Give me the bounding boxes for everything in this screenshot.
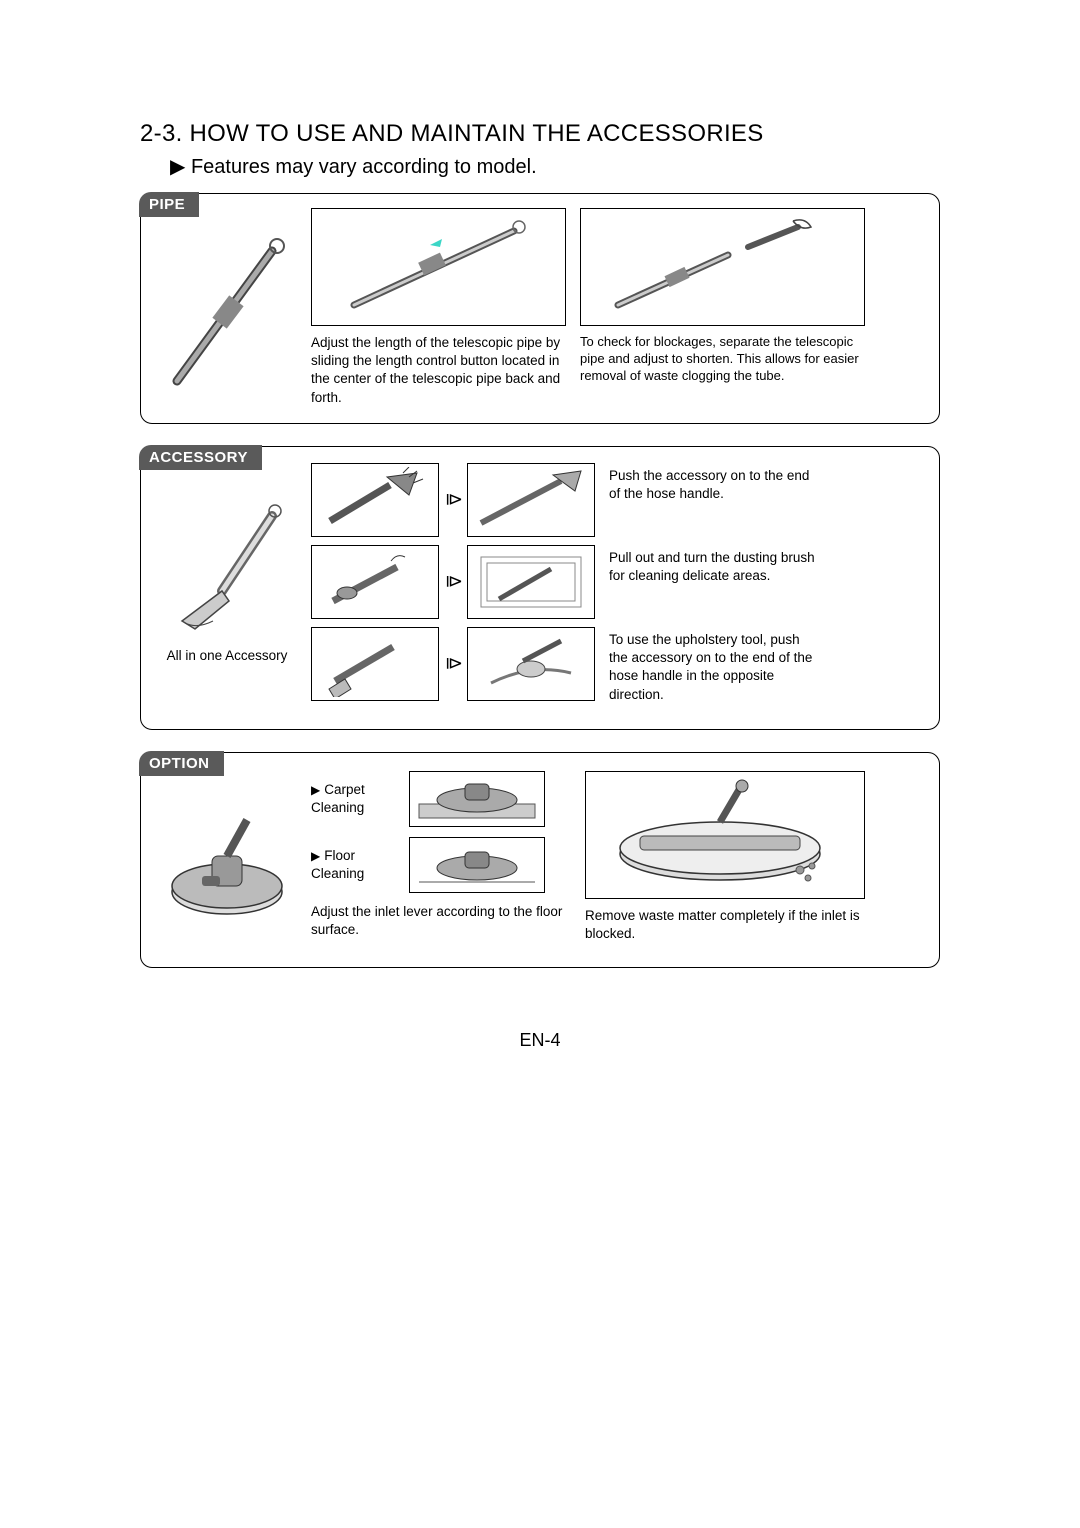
section-heading: 2-3. HOW TO USE AND MAINTAIN THE ACCESSO…: [140, 120, 940, 148]
accessory-step1a-illustration: [311, 463, 439, 537]
pipe-main-illustration: [157, 226, 297, 396]
floor-mode-icon: [413, 840, 541, 890]
accessory-label: All in one Accessory: [167, 647, 288, 665]
option-inlet-text: Adjust the inlet lever according to the …: [311, 903, 571, 939]
accessory-pull-text: Pull out and turn the dusting brush for …: [609, 549, 819, 623]
page-number: EN-4: [0, 1030, 1080, 1051]
accessory-step3a-illustration: [311, 627, 439, 701]
pipe-adjust-illustration: [311, 208, 566, 326]
pipe-blockage-illustration: [580, 208, 865, 326]
floor-head-icon: [162, 806, 292, 926]
accessory-row-1: ⧐: [311, 463, 595, 537]
pipe-section: PIPE: [140, 193, 940, 424]
option-remove-illustration: [585, 771, 865, 899]
accessory-row-2: ⧐: [311, 545, 595, 619]
upholstery-use-icon: [471, 631, 591, 697]
option-tag: OPTION: [139, 751, 224, 776]
option-main-illustration: [157, 781, 297, 951]
pipe-adjust-icon: [334, 217, 544, 317]
brush-icon: [315, 467, 435, 533]
head-underside-icon: [600, 778, 850, 892]
option-remove-text: Remove waste matter completely if the in…: [585, 907, 865, 943]
accessory-step2a-illustration: [311, 545, 439, 619]
accessory-step1b-illustration: [467, 463, 595, 537]
carpet-label: Carpet Cleaning: [311, 781, 401, 817]
carpet-mode-icon: [413, 774, 541, 824]
accessory-tag: ACCESSORY: [139, 445, 262, 470]
dust-brush-icon: [315, 549, 435, 615]
accessory-push-text: Push the accessory on to the end of the …: [609, 467, 819, 541]
section-subheading: ▶ Features may vary according to model.: [170, 154, 940, 179]
accessory-main-illustration: [167, 491, 287, 641]
document-page: 2-3. HOW TO USE AND MAINTAIN THE ACCESSO…: [0, 0, 1080, 968]
pipe-icon: [162, 231, 292, 391]
accessory-step2b-illustration: [467, 545, 595, 619]
accessory-icon: [167, 501, 287, 631]
accessory-step3b-illustration: [467, 627, 595, 701]
floor-label: Floor Cleaning: [311, 847, 401, 883]
upholstery-icon: [315, 631, 435, 697]
pipe-adjust-text: Adjust the length of the telescopic pipe…: [311, 334, 566, 407]
brush-attached-icon: [471, 467, 591, 533]
accessory-section: ACCESSORY All in one Accessory: [140, 446, 940, 730]
pipe-blockage-text: To check for blockages, separate the tel…: [580, 334, 865, 385]
accessory-row-3: ⧐: [311, 627, 595, 701]
pipe-tag: PIPE: [139, 192, 199, 217]
arrow-icon: ⧐: [445, 571, 461, 592]
option-section: OPTION Carpet Cleaning: [140, 752, 940, 968]
dust-brush-use-icon: [471, 549, 591, 615]
arrow-icon: ⧐: [445, 653, 461, 674]
floor-illustration: [409, 837, 545, 893]
arrow-icon: ⧐: [445, 489, 461, 510]
accessory-upholstery-text: To use the upholstery tool, push the acc…: [609, 631, 819, 711]
carpet-illustration: [409, 771, 545, 827]
pipe-separate-icon: [598, 217, 848, 317]
